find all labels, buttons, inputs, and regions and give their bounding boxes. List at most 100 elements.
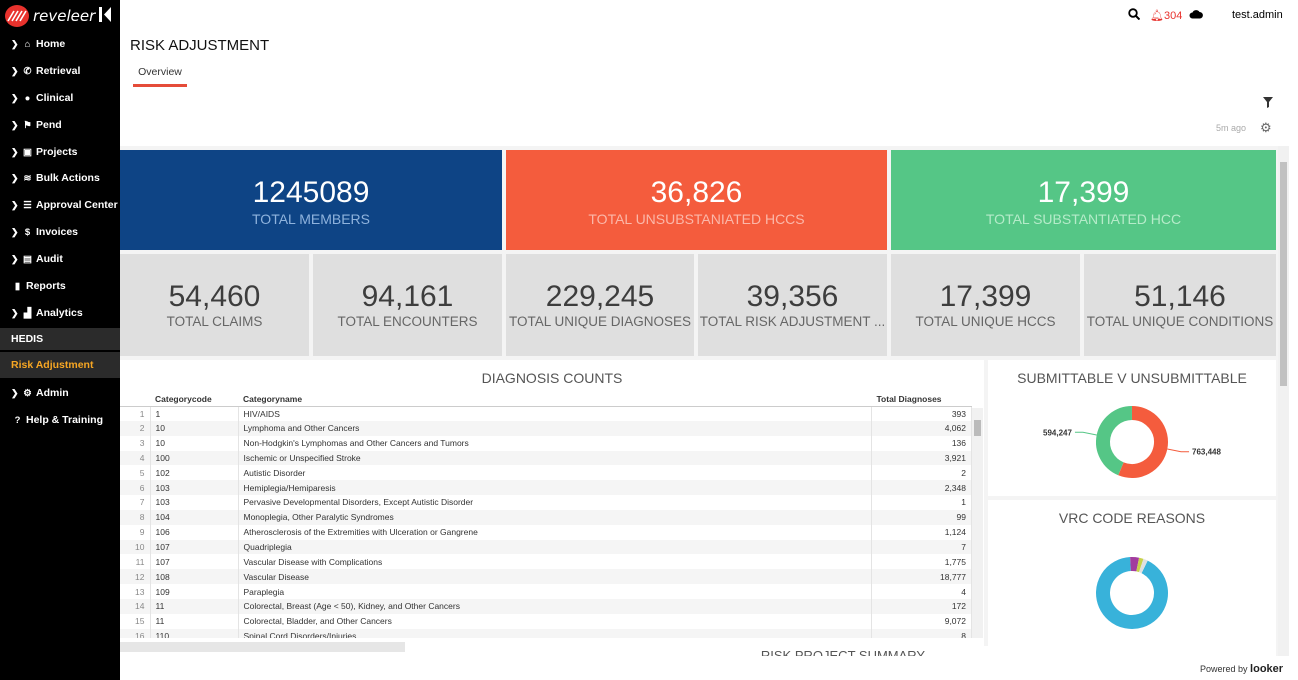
dashboard-scrollbar-thumb[interactable] — [1280, 162, 1287, 386]
vrc-donut-chart[interactable] — [988, 536, 1276, 636]
sidebar-item-reports[interactable]: ▮ Reports — [0, 274, 120, 298]
cell-categoryname: Ischemic or Unspecified Stroke — [238, 450, 872, 466]
cell-total-diagnoses: 2 — [871, 465, 972, 481]
row-number: 5 — [120, 465, 151, 481]
sidebar-item-audit[interactable]: ❯ ▤ Audit — [0, 247, 120, 271]
sidebar-item-projects[interactable]: ❯ ▣ Projects — [0, 140, 120, 164]
tile-label: TOTAL UNSUBSTANIATED HCCs — [588, 211, 805, 227]
table-row[interactable]: 16 110 Spinal Cord Disorders/Injuries 8 — [120, 628, 972, 638]
reveleer-logo[interactable]: reveleer — [5, 5, 117, 27]
table-row[interactable]: 13 109 Paraplegia 4 — [120, 584, 972, 599]
chevron-right-icon: ❯ — [11, 226, 19, 237]
cell-categoryname: Autistic Disorder — [238, 465, 872, 481]
filter-icon[interactable] — [1263, 95, 1273, 113]
tile-total-risk-adjustment[interactable]: 39,356 TOTAL RISK ADJUSTMENT ... — [698, 254, 887, 356]
horizontal-scrollbar[interactable] — [120, 642, 405, 652]
tile-total-unique-diagnoses[interactable]: 229,245 TOTAL UNIQUE DIAGNOSES — [506, 254, 694, 356]
sidebar-item-risk-adjustment[interactable]: Risk Adjustment — [0, 352, 120, 378]
chevron-right-icon: ❯ — [11, 119, 19, 130]
column-header-categoryname[interactable]: Categoryname — [238, 392, 872, 407]
donut-slice[interactable] — [1138, 558, 1148, 574]
collapse-sidebar-icon[interactable] — [99, 7, 113, 23]
sidebar-item-home[interactable]: ❯ ⌂ Home — [0, 32, 120, 56]
cell-categoryname: Non-Hodgkin's Lymphomas and Other Cancer… — [238, 435, 872, 451]
table-scrollbar-thumb[interactable] — [974, 420, 981, 436]
brand-name: reveleer — [33, 7, 96, 25]
table-row[interactable]: 7 103 Pervasive Developmental Disorders, E… — [120, 495, 972, 510]
table-row[interactable]: 10 107 Quadriplegia 7 — [120, 539, 972, 555]
chevron-right-icon: ❯ — [11, 199, 19, 210]
table-row[interactable]: 9 106 Atherosclerosis of the Extremities w… — [120, 524, 972, 540]
submittable-panel: SUBMITTABLE V UNSUBMITTABLE 594,247 763,4… — [988, 360, 1276, 496]
sidebar-item-clinical[interactable]: ❯ ● Clinical — [0, 86, 120, 110]
sidebar-item-label: Pend — [36, 119, 62, 131]
row-number: 3 — [120, 435, 151, 451]
stack-icon: ≋ — [23, 172, 32, 184]
cell-categorycode: 102 — [150, 465, 239, 481]
cell-total-diagnoses: 1,775 — [871, 554, 972, 570]
tile-value: 39,356 — [746, 280, 839, 313]
table-row[interactable]: 8 104 Monoplegia, Other Paralytic Syndrome… — [120, 509, 972, 525]
user-menu[interactable]: test.admin — [1232, 9, 1283, 21]
settings-gear-icon[interactable]: ⚙ — [1260, 120, 1272, 135]
sidebar-item-admin[interactable]: ❯ ⚙ Admin — [0, 381, 120, 405]
tile-total-unique-hccs[interactable]: 17,399 TOTAL UNIQUE HCCs — [891, 254, 1080, 356]
donut-slice[interactable] — [1130, 557, 1140, 572]
cell-total-diagnoses: 18,777 — [871, 569, 972, 585]
search-icon[interactable] — [1128, 8, 1141, 23]
dashboard-scrollbar[interactable] — [1278, 146, 1289, 656]
column-header-categorycode[interactable]: Categorycode — [150, 392, 238, 407]
tile-total-unique-conditions[interactable]: 51,146 TOTAL UNIQUE CONDITIONS — [1084, 254, 1276, 356]
cell-categoryname: Spinal Cord Disorders/Injuries — [238, 628, 872, 638]
table-row[interactable]: 2 10 Lymphoma and Other Cancers 4,062 — [120, 420, 972, 436]
cell-categorycode: 104 — [150, 509, 239, 525]
table-row[interactable]: 4 100 Ischemic or Unspecified Stroke 3,921 — [120, 450, 972, 466]
table-row[interactable]: 12 108 Vascular Disease 18,777 — [120, 569, 972, 585]
donut-slice[interactable] — [1096, 406, 1133, 476]
cloud-icon[interactable] — [1189, 9, 1203, 22]
table-row[interactable]: 6 103 Hemiplegia/Hemiparesis 2,348 — [120, 480, 972, 496]
briefcase-icon: ▣ — [23, 146, 32, 158]
sidebar-item-help-training[interactable]: ? Help & Training — [0, 408, 120, 432]
sidebar-item-hedis[interactable]: HEDIS — [0, 328, 120, 350]
tile-label: TOTAL MEMBERS — [252, 211, 370, 227]
tile-total-encounters[interactable]: 94,161 TOTAL ENCOUNTERS — [313, 254, 502, 356]
question-icon: ? — [14, 414, 21, 426]
tile-value: 36,826 — [650, 176, 743, 209]
sidebar-item-analytics[interactable]: ❯ ▟ Analytics — [0, 301, 120, 325]
dashboard: 1245089 TOTAL MEMBERS 36,826 TOTAL UNSUB… — [120, 146, 1289, 656]
diagnosis-table-body: 1 1 HIV/AIDS 393 2 10 Lymphoma and Other Cance… — [120, 406, 972, 638]
tile-total-claims[interactable]: 54,460 TOTAL CLAIMS — [120, 254, 309, 356]
chevron-right-icon: ❯ — [11, 307, 19, 318]
row-number: 14 — [120, 598, 151, 614]
table-scrollbar[interactable] — [972, 408, 983, 638]
column-header-total-diagnoses[interactable]: Total Diagnoses — [871, 392, 972, 407]
sidebar-item-label: Bulk Actions — [36, 172, 100, 184]
sidebar-item-pend[interactable]: ❯ ⚑ Pend — [0, 113, 120, 137]
sidebar-item-retrieval[interactable]: ❯ ✆ Retrieval — [0, 59, 120, 83]
notifications[interactable]: 🔔︎304 — [1150, 9, 1182, 22]
sidebar-item-approval-center[interactable]: ❯ ☰ Approval Center — [0, 193, 120, 217]
page-title: RISK ADJUSTMENT — [130, 37, 270, 54]
sidebar-item-bulk-actions[interactable]: ❯ ≋ Bulk Actions — [0, 166, 120, 190]
tile-total-members[interactable]: 1245089 TOTAL MEMBERS — [120, 150, 502, 250]
tile-unsubstantiated-hccs[interactable]: 36,826 TOTAL UNSUBSTANIATED HCCs — [506, 150, 887, 250]
donut-slice[interactable] — [1096, 557, 1168, 629]
tile-value: 1245089 — [252, 176, 370, 209]
table-row[interactable]: 3 10 Non-Hodgkin's Lymphomas and Other Can… — [120, 435, 972, 451]
table-row[interactable]: 14 11 Colorectal, Breast (Age < 50), Kidne… — [120, 598, 972, 614]
table-row[interactable]: 15 11 Colorectal, Bladder, and Other Cance… — [120, 613, 972, 629]
home-icon: ⌂ — [24, 38, 31, 50]
sidebar-item-label: Projects — [36, 146, 78, 158]
submittable-donut-chart[interactable]: 594,247 763,448 — [988, 388, 1276, 496]
table-row[interactable]: 1 1 HIV/AIDS 393 — [120, 406, 972, 421]
table-row[interactable]: 5 102 Autistic Disorder 2 — [120, 465, 972, 481]
table-row[interactable]: 11 107 Vascular Disease with Complications… — [120, 554, 972, 570]
tab-overview[interactable]: Overview — [133, 60, 187, 87]
donut-slice[interactable] — [1118, 406, 1168, 478]
tile-substantiated-hcc[interactable]: 17,399 TOTAL SUBSTANTIATED HCC — [891, 150, 1276, 250]
donut-slice[interactable] — [1136, 557, 1144, 573]
sidebar-item-invoices[interactable]: ❯ $ Invoices — [0, 220, 120, 244]
cell-total-diagnoses: 3,921 — [871, 450, 972, 466]
chevron-right-icon: ❯ — [11, 387, 19, 398]
